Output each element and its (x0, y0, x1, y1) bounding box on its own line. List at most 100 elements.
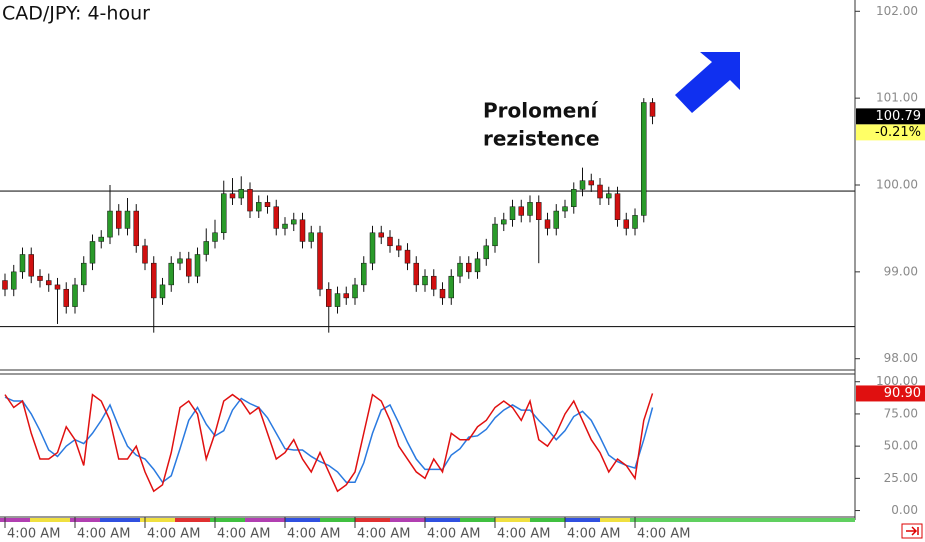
candle-body (431, 275, 437, 290)
candle-body (203, 241, 209, 255)
candle-body (10, 271, 17, 290)
y-tick-label: 0.00 (891, 503, 918, 517)
x-tick-label: 4:00 AM (217, 527, 270, 542)
candle-body (474, 258, 481, 273)
strip (245, 518, 285, 522)
candle-body (72, 284, 78, 307)
candle-body (19, 254, 26, 273)
candle-body (247, 189, 253, 212)
y-tick-label: 102.00 (876, 4, 918, 18)
strip (600, 518, 630, 522)
annotation: Prolomení (483, 99, 599, 123)
candle-body (133, 210, 139, 247)
candle-body (632, 215, 638, 229)
candle-body (352, 284, 358, 299)
candle-body (396, 245, 402, 251)
y-tick-label: 99.00 (884, 264, 918, 278)
scroll-icon[interactable] (901, 523, 923, 539)
candle-body (501, 219, 507, 225)
change-box (856, 124, 925, 141)
x-tick-label: 4:00 AM (357, 527, 410, 542)
y-tick-label: 101.00 (876, 91, 918, 105)
candle-body (54, 284, 61, 290)
candle-body (177, 258, 183, 264)
strip (175, 518, 210, 522)
x-tick-label: 4:00 AM (7, 527, 60, 542)
candle-body (124, 210, 131, 229)
strip (0, 518, 30, 522)
y-tick-label: 75.00 (884, 406, 918, 420)
strip (30, 518, 70, 522)
x-tick-label: 4:00 AM (77, 527, 130, 542)
change-label: -0.21% (875, 125, 921, 140)
x-tick-label: 4:00 AM (497, 527, 550, 542)
stochastic-line (4, 396, 654, 484)
candle-body (308, 232, 315, 242)
candle-body (649, 102, 656, 117)
candle-body (439, 288, 446, 299)
x-tick-label: 4:00 AM (147, 527, 200, 542)
strip (355, 518, 390, 522)
strip (630, 518, 855, 522)
strip (210, 518, 245, 522)
candle-body (255, 202, 262, 212)
strip (285, 518, 320, 522)
x-tick-label: 4:00 AM (427, 527, 480, 542)
candle-body (282, 223, 288, 229)
candle-body (623, 219, 630, 229)
y-tick-label: 98.00 (884, 351, 918, 365)
candle-body (89, 241, 96, 264)
candle-body (361, 262, 367, 286)
strip (460, 518, 495, 522)
candle-body (273, 206, 279, 229)
candle-body (448, 275, 455, 299)
strip (140, 518, 175, 522)
last-value-box (856, 385, 925, 402)
scroll-glyph (906, 526, 919, 536)
candle-body (229, 193, 236, 199)
strip (70, 518, 100, 522)
candle-body (466, 262, 472, 273)
candle-body (238, 189, 244, 199)
x-tick-label: 4:00 AM (637, 527, 690, 542)
candle-body (63, 288, 69, 307)
candle-body (317, 232, 323, 290)
last-price-label: 100.79 (876, 109, 922, 124)
candle-body (492, 223, 498, 247)
candle-body (326, 288, 332, 307)
y-tick-label: 25.00 (884, 471, 918, 485)
candle-body (107, 210, 113, 238)
candle-body (220, 193, 227, 234)
strip (425, 518, 460, 522)
chart-title: CAD/JPY: 4-hour (2, 3, 150, 25)
candle-body (518, 206, 525, 216)
last-price-box (856, 108, 925, 125)
candle-body (606, 193, 612, 199)
candle-body (571, 189, 577, 207)
x-tick-label: 4:00 AM (567, 527, 620, 542)
strip (495, 518, 530, 522)
candle-body (150, 262, 157, 299)
candle-body (115, 210, 122, 229)
last-value-label: 90.90 (884, 386, 921, 401)
candle-body (168, 262, 174, 286)
candle-body (98, 236, 104, 242)
candle-body (142, 245, 148, 264)
y-tick-label: 100.00 (876, 374, 918, 388)
strip (320, 518, 355, 522)
candle-body (299, 219, 306, 242)
candle-body (509, 206, 516, 220)
candle-body (80, 262, 87, 286)
candle-body (37, 275, 43, 281)
candle-body (159, 284, 166, 299)
candle-body (28, 254, 34, 277)
candle-body (579, 180, 586, 190)
candle-body (343, 293, 350, 299)
candle-body (562, 206, 568, 212)
candle-body (588, 180, 595, 186)
session-strip (0, 518, 855, 522)
candle-body (387, 236, 393, 247)
candle-body (334, 293, 341, 307)
candle-body (264, 202, 271, 207)
